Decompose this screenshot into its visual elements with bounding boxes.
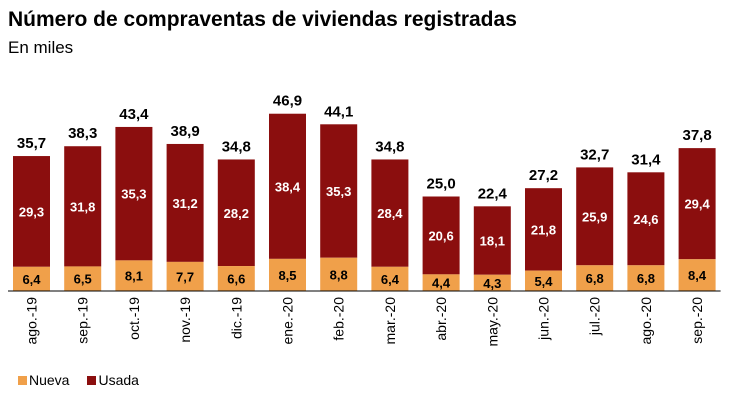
legend-label-nueva: Nueva [29,372,70,388]
label-nueva-2: 8,1 [125,269,143,284]
chart-subtitle: En miles [8,38,74,57]
bar-usada-4 [217,159,255,267]
x-tick-label-10: jun.-20 [536,297,552,341]
bar-usada-13 [678,148,716,260]
label-nueva-9: 4,3 [483,276,501,291]
label-nueva-6: 8,8 [330,267,348,282]
legend-swatch-usada [87,375,97,385]
x-tick-label-13: sep.-20 [689,297,705,344]
label-nueva-5: 8,5 [278,268,296,283]
x-tick-label-9: may.-20 [484,297,500,347]
bar-nueva-10 [525,270,562,291]
label-nueva-10: 5,4 [534,274,553,289]
label-usada-11: 25,9 [582,209,607,224]
x-tick-label-3: nov.-19 [177,297,193,343]
legend-label-usada: Usada [98,372,139,388]
chart-title: Número de compraventas de viviendas regi… [8,8,517,31]
x-tick-label-11: jul.-20 [587,297,603,336]
bar-nueva-6 [320,257,358,291]
label-usada-10: 21,8 [531,222,556,237]
label-usada-5: 38,4 [275,179,301,194]
label-usada-13: 29,4 [684,197,710,212]
total-label-13: 37,8 [682,127,711,144]
x-tick-label-0: ago.-19 [24,297,40,345]
total-label-3: 38,9 [170,123,199,140]
label-usada-6: 35,3 [326,184,351,199]
label-nueva-0: 6,4 [22,272,41,287]
bar-nueva-2 [115,260,153,291]
total-label-1: 38,3 [68,125,97,142]
total-label-4: 34,8 [222,138,251,155]
bar-usada-8 [422,196,460,275]
total-label-11: 32,7 [580,146,609,163]
x-tick-label-7: mar.-20 [382,297,398,345]
total-label-6: 44,1 [324,103,353,120]
bar-nueva-8 [422,274,460,291]
bar-usada-2 [115,126,153,261]
label-usada-9: 18,1 [480,234,505,249]
x-tick-label-1: sep.-19 [75,297,91,344]
bar-usada-11 [576,167,614,266]
legend-swatch-nueva [18,375,27,385]
label-nueva-13: 8,4 [688,268,707,283]
bar-usada-7 [371,159,409,267]
bar-usada-12 [627,172,665,266]
total-label-9: 22,4 [478,185,508,202]
bar-nueva-3 [166,261,204,291]
bar-usada-5 [269,113,306,259]
label-usada-12: 24,6 [633,212,658,227]
bar-nueva-12 [627,265,665,291]
bar-usada-3 [166,143,204,262]
label-nueva-7: 6,4 [381,272,400,287]
label-usada-8: 20,6 [428,228,453,243]
total-label-10: 27,2 [529,167,558,184]
bar-usada-1 [64,146,102,267]
x-tick-label-5: ene.-20 [280,297,296,345]
bar-usada-0 [13,156,50,267]
bar-nueva-9 [473,274,511,291]
label-usada-7: 28,4 [377,206,403,221]
label-nueva-11: 6,8 [586,271,604,286]
bar-usada-9 [473,206,511,275]
label-nueva-3: 7,7 [176,269,194,284]
label-nueva-1: 6,5 [74,272,92,287]
bar-nueva-0 [13,266,50,291]
label-nueva-12: 6,8 [637,271,655,286]
label-usada-2: 35,3 [121,187,146,202]
bar-nueva-4 [217,266,255,291]
x-tick-label-2: oct.-19 [126,297,142,340]
bar-nueva-5 [269,258,306,291]
total-label-7: 34,8 [375,138,404,155]
legend-item-nueva: Nueva [18,372,69,388]
label-nueva-4: 6,6 [227,272,245,287]
label-usada-0: 29,3 [19,204,44,219]
total-label-5: 46,9 [273,93,302,110]
total-label-12: 31,4 [631,151,661,168]
x-tick-label-8: abr.-20 [433,297,449,341]
total-label-2: 43,4 [119,106,149,123]
label-usada-4: 28,2 [224,206,249,221]
bar-nueva-1 [64,266,102,291]
bar-nueva-11 [576,265,614,291]
legend-item-usada: Usada [87,372,139,388]
total-label-8: 25,0 [426,176,455,193]
bar-usada-10 [525,188,562,271]
bar-usada-6 [320,124,358,258]
x-tick-label-6: feb.-20 [331,297,347,341]
x-tick-label-12: ago.-20 [638,297,654,345]
label-usada-1: 31,8 [70,199,95,214]
label-usada-3: 31,2 [172,196,197,211]
bar-nueva-7 [371,266,409,291]
bar-nueva-13 [678,259,716,291]
total-label-0: 35,7 [17,135,46,152]
legend: Nueva Usada [18,372,157,388]
x-tick-label-4: dic.-19 [228,297,244,339]
label-nueva-8: 4,4 [432,276,451,291]
